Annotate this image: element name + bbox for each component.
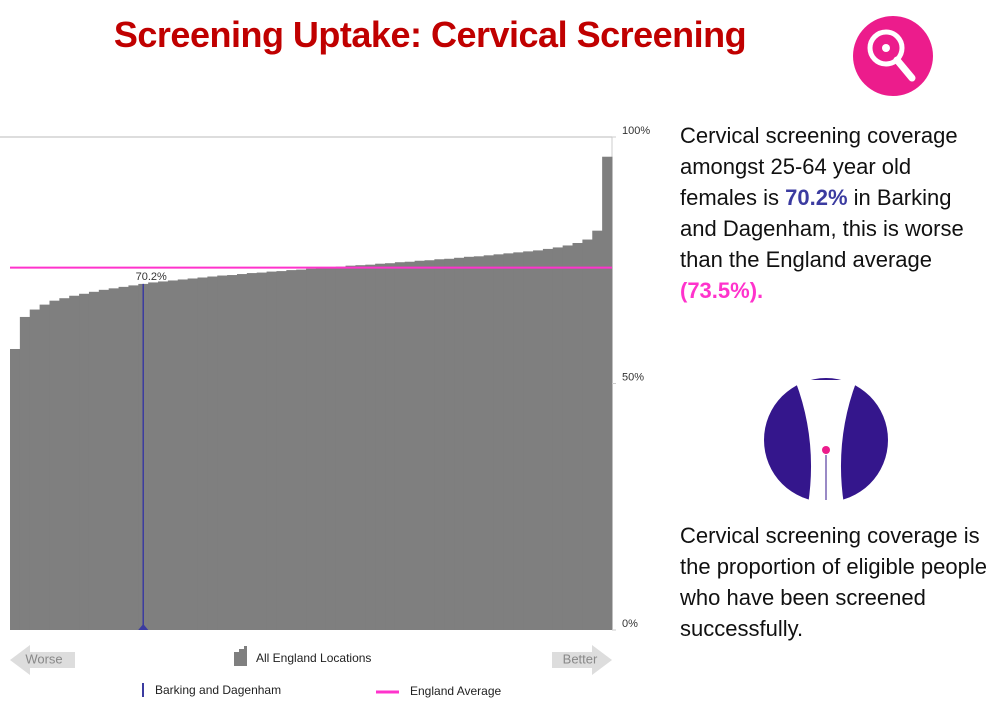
page: Screening Uptake: Cervical Screening Wor…: [0, 0, 995, 701]
area-step: [276, 271, 286, 630]
area-step: [59, 298, 69, 630]
area-step: [20, 317, 30, 630]
area-step: [316, 268, 326, 630]
highlight-label: 70.2%: [136, 271, 167, 283]
better-label: Better: [563, 651, 598, 666]
area-step: [454, 258, 464, 630]
area-step: [474, 256, 484, 630]
area-step: [592, 231, 602, 630]
area-step: [178, 279, 188, 630]
area-step: [168, 280, 178, 630]
coverage-text: Cervical screening coverage amongst 25-6…: [680, 120, 990, 306]
body-icon-dot: [822, 446, 830, 454]
area-step: [326, 267, 336, 630]
area-step: [513, 252, 523, 630]
y-tick-label: 0%: [622, 618, 638, 630]
area-step: [573, 243, 583, 630]
area-step: [148, 282, 158, 630]
area-step: [207, 277, 217, 630]
area-step: [434, 259, 444, 630]
area-step: [365, 265, 375, 630]
area-step: [267, 272, 277, 630]
area-step: [395, 262, 405, 630]
area-step: [563, 245, 573, 630]
average-text: (73.5%).: [680, 278, 763, 303]
area-step: [158, 281, 168, 630]
area-step: [109, 288, 119, 630]
area-step: [119, 287, 129, 630]
area-step: [99, 290, 109, 630]
area-step: [227, 275, 237, 630]
area-step: [553, 247, 563, 630]
area-step: [582, 240, 592, 630]
area-step: [30, 310, 40, 630]
area-step: [424, 260, 434, 630]
area-step: [306, 269, 316, 630]
legend-label: All England Locations: [256, 651, 371, 665]
area-step: [543, 249, 553, 630]
legend-area-icon: [234, 646, 247, 666]
y-tick-label: 50%: [622, 371, 644, 383]
area-step: [128, 285, 138, 630]
area-step: [355, 265, 365, 630]
area-step: [10, 349, 20, 630]
area-step: [494, 254, 504, 630]
area-step: [375, 264, 385, 630]
area-step: [49, 301, 59, 630]
search-icon-dot: [882, 44, 890, 52]
area-step: [464, 257, 474, 630]
area-step: [79, 294, 89, 630]
area-step: [217, 276, 227, 630]
area-step: [247, 273, 257, 630]
search-icon: [853, 16, 933, 96]
value-text: 70.2%: [785, 185, 847, 210]
definition-text: Cervical screening coverage is the propo…: [680, 520, 990, 644]
area-step: [346, 266, 356, 630]
y-tick-label: 100%: [622, 125, 650, 137]
worse-label: Worse: [25, 651, 62, 666]
area-step: [40, 305, 50, 630]
legend-label: Barking and Dagenham: [155, 683, 281, 697]
area-step: [444, 259, 454, 630]
area-step: [503, 253, 513, 630]
area-step: [602, 157, 612, 630]
area-step: [336, 267, 346, 630]
area-step: [237, 274, 247, 630]
area-step: [286, 270, 296, 630]
area-step: [484, 255, 494, 630]
area-step: [523, 251, 533, 630]
area-step: [188, 278, 198, 630]
area-step: [257, 273, 267, 630]
area-step: [296, 270, 306, 630]
area-step: [415, 261, 425, 630]
area-step: [533, 250, 543, 630]
area-step: [198, 278, 208, 630]
area-step: [69, 296, 79, 630]
area-step: [405, 262, 415, 630]
area-step: [385, 263, 395, 630]
legend-label: England Average: [410, 684, 502, 698]
area-step: [89, 292, 99, 630]
